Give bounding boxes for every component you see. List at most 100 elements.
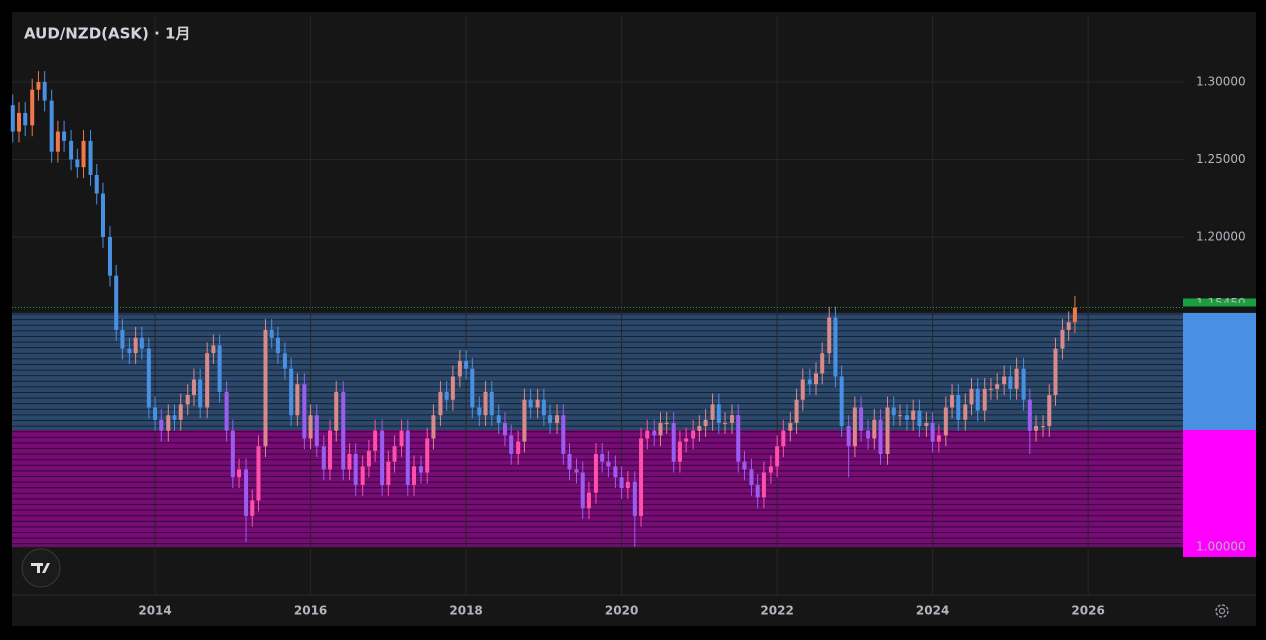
- candle-body: [788, 422, 793, 431]
- logo: [21, 548, 61, 588]
- candle-body: [684, 438, 689, 442]
- candle-body: [1041, 426, 1046, 428]
- candle-body: [736, 415, 741, 462]
- candle-body: [956, 395, 961, 420]
- candle-body: [386, 461, 391, 485]
- candle-body: [308, 415, 313, 439]
- candle-body: [107, 236, 112, 276]
- candle-body: [859, 407, 864, 431]
- candle-body: [619, 477, 624, 489]
- candle-body: [1066, 322, 1071, 330]
- candle-body: [502, 422, 507, 436]
- candle-body: [742, 461, 747, 470]
- candle-body: [399, 430, 404, 447]
- candle-body: [30, 89, 35, 126]
- candle-body: [710, 404, 715, 420]
- candle-body: [813, 373, 819, 385]
- candle-body: [982, 388, 987, 411]
- candle-body: [548, 415, 553, 423]
- candle-body: [444, 391, 449, 400]
- candle-body: [1047, 395, 1052, 427]
- candle-body: [23, 112, 28, 126]
- candle-body: [755, 484, 760, 498]
- candle-body: [314, 415, 319, 447]
- candle-body: [405, 430, 410, 485]
- candle-body: [723, 422, 728, 424]
- candle-body: [1014, 368, 1019, 389]
- candle-body: [166, 415, 171, 431]
- candle-body: [269, 329, 274, 338]
- candle-body: [205, 353, 210, 408]
- candle-body: [625, 481, 630, 489]
- candle-body: [159, 419, 164, 431]
- candle-body: [302, 384, 307, 439]
- candle-body: [418, 466, 424, 473]
- grid: [12, 15, 1183, 595]
- candle-body: [88, 140, 93, 175]
- candle-body: [380, 430, 385, 485]
- candle-body: [897, 415, 902, 417]
- candle-body: [16, 112, 22, 132]
- candle-body: [250, 500, 255, 516]
- x-tick-label: 2018: [449, 604, 482, 618]
- candle-body: [114, 275, 119, 330]
- candle-body: [632, 481, 637, 516]
- settings-icon[interactable]: [1215, 604, 1229, 618]
- candle-body: [100, 193, 105, 237]
- candle-body: [289, 368, 294, 416]
- candle-body: [833, 317, 838, 377]
- candle-body: [535, 399, 540, 408]
- candle-body: [489, 391, 494, 416]
- candle-body: [464, 360, 469, 369]
- candle-body: [224, 391, 229, 431]
- candle-body: [477, 407, 482, 416]
- last-price-box: [1183, 298, 1256, 307]
- candle-body: [904, 415, 909, 420]
- y-tick-label: 1.00000: [1196, 539, 1246, 553]
- candle-body: [664, 422, 669, 424]
- candle-body: [613, 466, 618, 478]
- candle-body: [794, 399, 799, 423]
- candle-body: [820, 353, 825, 374]
- candle-body: [36, 81, 41, 90]
- candle-body: [94, 174, 99, 194]
- candle-body: [761, 472, 766, 498]
- candle-body: [1027, 399, 1032, 431]
- candle-body: [509, 435, 514, 454]
- candle-body: [846, 426, 851, 447]
- candle-body: [496, 415, 501, 423]
- chart-title: AUD/NZD(ASK) · 1月: [24, 25, 190, 43]
- candle-body: [600, 453, 605, 462]
- candle-body: [198, 379, 203, 408]
- candle-body: [42, 81, 47, 101]
- candle-body: [55, 131, 60, 152]
- x-tick-label: 2016: [294, 604, 327, 618]
- candle-body: [1034, 426, 1039, 431]
- candle-body: [1053, 348, 1058, 396]
- candle-body: [580, 472, 585, 509]
- x-tick-label: 2026: [1071, 604, 1104, 618]
- candle-body: [431, 415, 436, 439]
- y-tick-label: 1.20000: [1196, 229, 1246, 243]
- candle-body: [730, 415, 735, 423]
- candle-body: [275, 337, 280, 354]
- candle-body: [528, 399, 533, 408]
- candle-body: [425, 438, 430, 473]
- candle-body: [230, 430, 235, 478]
- candle-body: [671, 422, 676, 462]
- candles: [10, 71, 1077, 547]
- candle-body: [567, 453, 572, 470]
- candle-body: [839, 376, 844, 427]
- candle-body: [392, 446, 397, 462]
- y-tick-label: 1.30000: [1196, 74, 1246, 88]
- candle-body: [373, 430, 378, 451]
- candle-body: [178, 404, 183, 420]
- candle-body: [574, 469, 579, 473]
- candle-body: [697, 426, 702, 431]
- candle-body: [555, 415, 560, 423]
- candle-body: [244, 469, 249, 516]
- candle-body: [263, 329, 268, 447]
- axes: 2014 2016 2018 2020 2022 2024 2026 1.30000 1.250…: [12, 74, 1256, 618]
- candle-body: [1002, 376, 1007, 385]
